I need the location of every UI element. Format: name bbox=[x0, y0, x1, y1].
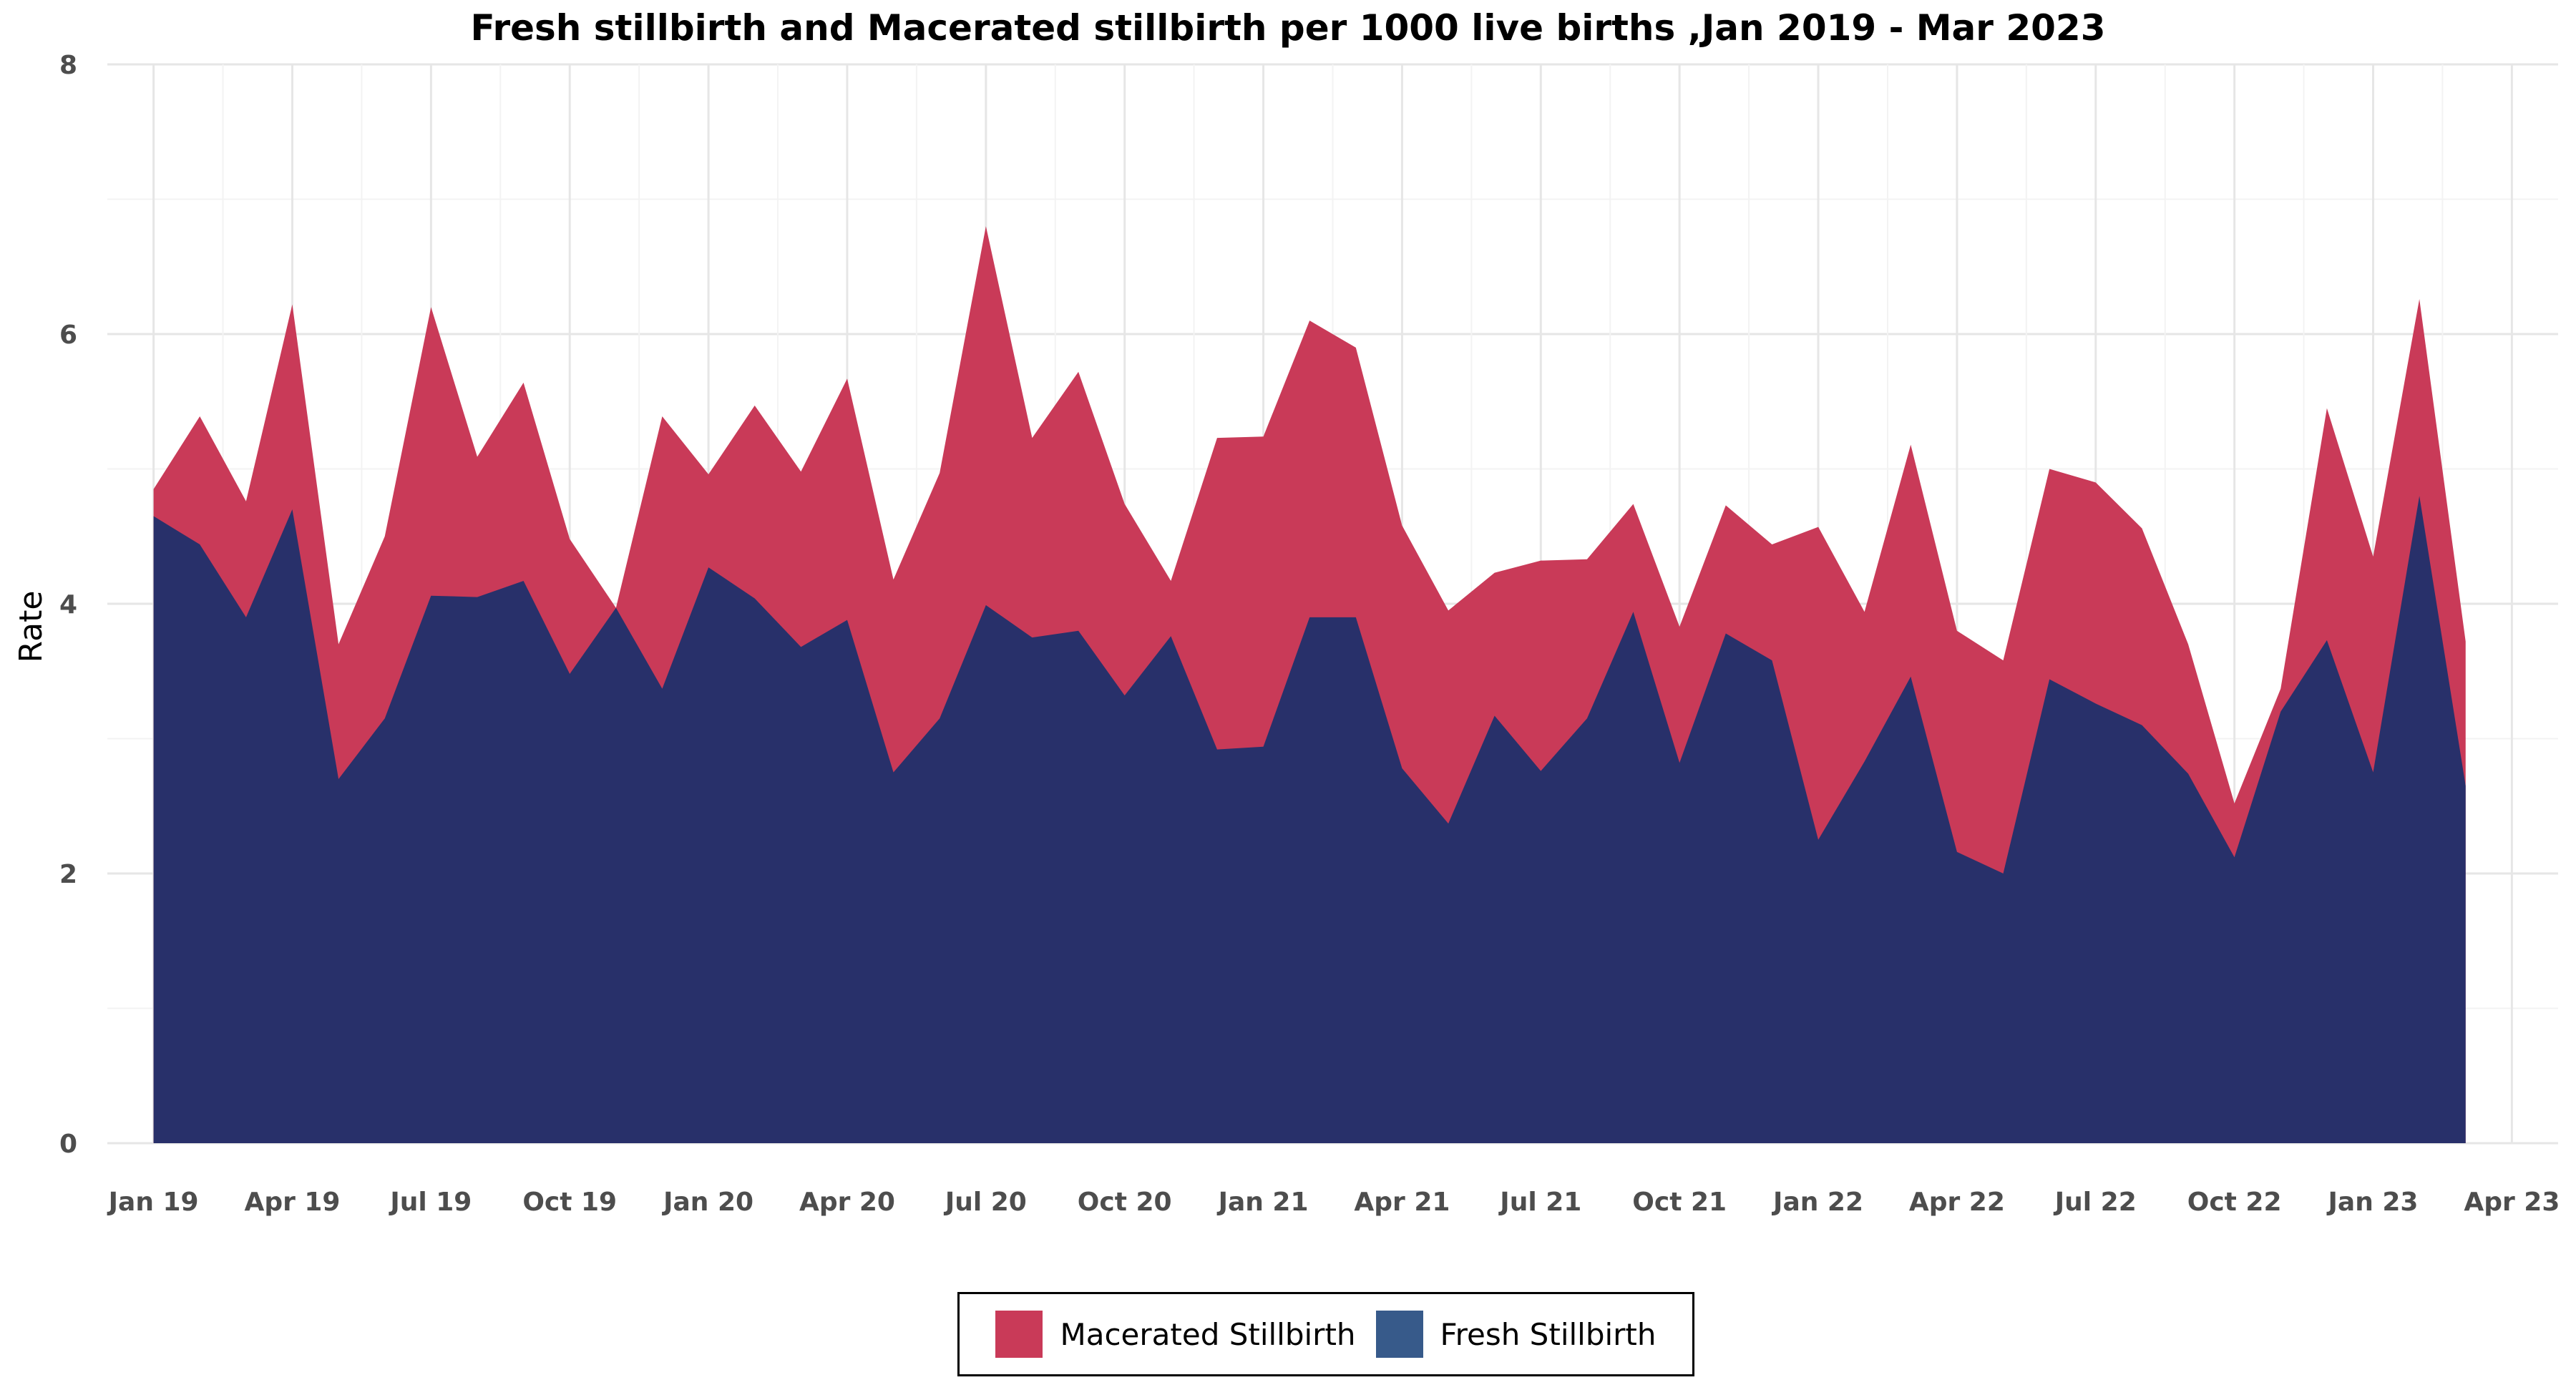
legend-swatch-fresh bbox=[1375, 1311, 1423, 1358]
x-tick-label: Apr 23 bbox=[2464, 1188, 2560, 1217]
x-tick-label: Apr 22 bbox=[1909, 1188, 2005, 1217]
x-tick-label: Jul 20 bbox=[943, 1188, 1027, 1217]
legend-item-macerated: Macerated Stillbirth bbox=[995, 1311, 1356, 1358]
y-tick-label: 2 bbox=[59, 860, 77, 889]
x-tick-label: Jan 19 bbox=[107, 1188, 199, 1217]
legend: Macerated Stillbirth Fresh Stillbirth bbox=[957, 1292, 1694, 1376]
x-tick-label: Apr 21 bbox=[1354, 1188, 1450, 1217]
x-axis-ticks: Jan 19 Apr 19 Jul 19 Oct 19 Jan 20 Apr 20 Jul … bbox=[107, 1188, 2560, 1217]
x-tick-label: Jul 22 bbox=[2053, 1188, 2137, 1217]
x-tick-label: Oct 20 bbox=[1078, 1188, 1172, 1217]
x-tick-label: Apr 19 bbox=[244, 1188, 340, 1217]
y-tick-label: 8 bbox=[59, 51, 77, 80]
x-tick-label: Oct 21 bbox=[1632, 1188, 1727, 1217]
x-tick-label: Apr 20 bbox=[799, 1188, 895, 1217]
x-tick-label: Oct 22 bbox=[2187, 1188, 2282, 1217]
y-tick-label: 6 bbox=[59, 320, 77, 350]
x-tick-label: Jan 20 bbox=[661, 1188, 753, 1217]
legend-label-fresh: Fresh Stillbirth bbox=[1440, 1316, 1657, 1352]
x-tick-label: Oct 19 bbox=[522, 1188, 617, 1217]
y-axis-ticks: 0 2 4 6 8 bbox=[59, 51, 77, 1159]
y-axis-label: Rate bbox=[13, 591, 49, 663]
legend-swatch-macerated bbox=[995, 1311, 1043, 1358]
legend-item-fresh: Fresh Stillbirth bbox=[1375, 1311, 1657, 1358]
x-tick-label: Jan 22 bbox=[1771, 1188, 1863, 1217]
x-tick-label: Jan 23 bbox=[2326, 1188, 2419, 1217]
area-fresh-stillbirth bbox=[153, 496, 2466, 1143]
x-tick-label: Jul 21 bbox=[1498, 1188, 1581, 1217]
legend-label-macerated: Macerated Stillbirth bbox=[1060, 1316, 1356, 1352]
y-tick-label: 0 bbox=[59, 1130, 77, 1159]
x-tick-label: Jan 21 bbox=[1216, 1188, 1309, 1217]
y-tick-label: 4 bbox=[59, 590, 77, 620]
x-tick-label: Jul 19 bbox=[388, 1188, 472, 1217]
area-series bbox=[153, 226, 2466, 1144]
chart-title: Fresh stillbirth and Macerated stillbirt… bbox=[470, 7, 2106, 49]
